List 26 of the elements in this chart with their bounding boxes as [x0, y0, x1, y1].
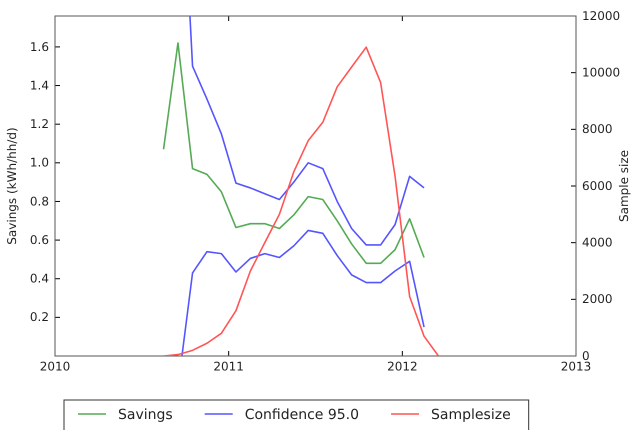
line-series [162, 46, 440, 356]
line-series [162, 42, 425, 264]
y2-tick-label: 4000 [582, 236, 613, 250]
x-tick-label: 2012 [387, 360, 418, 374]
y2-tick-label: 6000 [582, 178, 613, 193]
y2-tick-label: 12000 [582, 8, 620, 23]
legend-label: Savings [118, 407, 173, 423]
y2-tick-label: 8000 [582, 122, 613, 136]
x-tick-label: 2010 [40, 360, 70, 374]
line-series [189, 16, 425, 246]
y2-tick-label: 10000 [582, 66, 620, 80]
y-tick-label: 0.6 [30, 232, 49, 247]
line-series [181, 230, 425, 356]
y-tick-label: 1.0 [30, 156, 49, 170]
legend-label: Samplesize [431, 407, 511, 423]
x-tick-label: 2011 [213, 360, 244, 374]
y-tick-label: 0.2 [30, 310, 49, 324]
legend-label: Confidence 95.0 [244, 407, 360, 423]
y2-tick-label: 2000 [582, 292, 613, 306]
y2-axis-title: Sample size [617, 150, 631, 222]
y-axis-title: Savings (kWh/hh/d) [5, 127, 19, 245]
y-tick-label: 1.4 [30, 78, 49, 92]
y-tick-label: 0.8 [30, 194, 49, 208]
y-tick-label: 0.4 [30, 272, 49, 286]
y-tick-label: 1.2 [30, 117, 49, 132]
y-tick-label: 1.6 [30, 40, 49, 54]
